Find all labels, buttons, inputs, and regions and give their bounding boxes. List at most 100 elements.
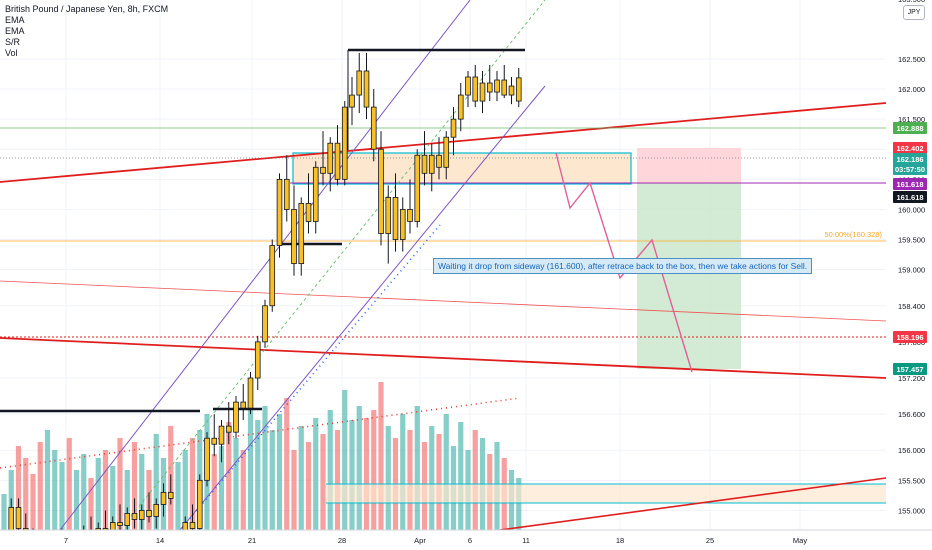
volume-bar bbox=[298, 426, 304, 530]
candle-body bbox=[457, 94, 464, 120]
indicator-ema-1[interactable]: EMA bbox=[5, 15, 25, 25]
volume-bar bbox=[73, 470, 80, 530]
currency-badge[interactable]: JPY bbox=[903, 5, 925, 20]
y-tick-label: 159.000 bbox=[898, 266, 925, 275]
price-label-text: 162.186 bbox=[896, 155, 923, 164]
volume-bar bbox=[320, 434, 326, 530]
time-axis[interactable]: 7 14 21 28 Apr 6 11 18 25 May bbox=[0, 529, 932, 550]
volume-bar bbox=[226, 422, 232, 530]
x-tick-label: 11 bbox=[522, 536, 530, 545]
y-tick-label: 160.000 bbox=[898, 205, 925, 214]
candle-body bbox=[211, 437, 218, 445]
price-axis-bg bbox=[886, 0, 932, 530]
demand-zone bbox=[326, 484, 886, 503]
price-label-text: 157.457 bbox=[896, 365, 923, 374]
volume-bar bbox=[95, 458, 101, 530]
candle-body bbox=[283, 178, 290, 210]
volume-bar bbox=[472, 430, 478, 530]
candle-body bbox=[356, 70, 363, 96]
volume-bar bbox=[255, 420, 261, 530]
indicator-vol[interactable]: Vol bbox=[5, 48, 18, 58]
candle-body bbox=[349, 94, 355, 108]
candle-body bbox=[153, 504, 160, 517]
candle-body bbox=[269, 245, 276, 307]
candle-body bbox=[392, 196, 399, 240]
candle-body bbox=[378, 148, 384, 234]
time-axis-bg bbox=[0, 530, 932, 550]
symbol-title[interactable]: British Pound / Japanese Yen, 8h, FXCM bbox=[5, 4, 169, 14]
volume-bar bbox=[443, 414, 449, 530]
candle-body bbox=[189, 522, 196, 529]
candle-body bbox=[385, 196, 392, 234]
price-label-box bbox=[893, 178, 927, 190]
price-label-text: 162.888 bbox=[896, 124, 923, 133]
candle-body bbox=[262, 305, 268, 343]
candle-body bbox=[247, 377, 254, 409]
volume-bar bbox=[59, 462, 65, 530]
volume-bar bbox=[247, 410, 254, 530]
price-label-box bbox=[893, 331, 927, 343]
volume-bar bbox=[189, 438, 196, 530]
volume-bar bbox=[284, 398, 290, 530]
y-tick-label: 156.000 bbox=[898, 446, 925, 455]
volume-bar bbox=[218, 446, 225, 530]
volume-bar bbox=[516, 478, 522, 530]
candle-body bbox=[501, 79, 508, 96]
volume-bar bbox=[44, 430, 51, 530]
price-label-box bbox=[893, 142, 927, 154]
indicator-ema-2[interactable]: EMA bbox=[5, 26, 25, 36]
x-tick-label: 21 bbox=[248, 536, 256, 545]
price-label-text: 162.402 bbox=[896, 144, 923, 153]
price-label-box bbox=[893, 363, 927, 375]
candle-body bbox=[167, 491, 174, 499]
candle-body bbox=[225, 425, 232, 433]
candle-body bbox=[138, 510, 145, 520]
volume-bar bbox=[66, 438, 72, 530]
volume-bar bbox=[356, 406, 362, 530]
volume-bar bbox=[378, 382, 384, 530]
candle-body bbox=[436, 154, 442, 168]
volume-bar bbox=[15, 446, 22, 530]
price-label-text: 161.618 bbox=[896, 193, 923, 202]
fib-label: 50.00%(160.328) bbox=[824, 230, 882, 239]
rising-red-line bbox=[499, 477, 887, 531]
x-tick-label: 18 bbox=[616, 536, 624, 545]
volume-bar bbox=[276, 414, 283, 530]
volume-bar bbox=[52, 450, 58, 530]
candle-body bbox=[124, 513, 131, 526]
volume-bar bbox=[153, 434, 159, 530]
candle-body bbox=[160, 491, 167, 505]
y-tick-label: 161.500 bbox=[898, 115, 925, 124]
candle-body bbox=[204, 437, 210, 481]
candle-body bbox=[465, 76, 471, 96]
volume-bar bbox=[81, 454, 87, 530]
volume-bar bbox=[131, 442, 138, 530]
indicator-sr[interactable]: S/R bbox=[5, 37, 21, 47]
y-tick-label: 157.200 bbox=[898, 374, 925, 383]
x-tick-label: 14 bbox=[156, 536, 164, 545]
take-profit-zone bbox=[637, 183, 741, 369]
x-tick-label: 25 bbox=[706, 536, 714, 545]
volume-bar bbox=[371, 410, 377, 530]
thin-red-line bbox=[0, 280, 887, 322]
volume-bar bbox=[436, 434, 442, 530]
candle-body bbox=[320, 166, 326, 174]
x-tick-label: May bbox=[793, 536, 807, 545]
volume-bar bbox=[349, 420, 355, 530]
candle-body bbox=[117, 522, 123, 526]
candle-body bbox=[327, 142, 334, 174]
candle-body bbox=[131, 513, 138, 520]
volume-bar bbox=[117, 438, 123, 530]
volume-bar bbox=[342, 390, 348, 530]
candle-body bbox=[486, 82, 493, 93]
price-axis[interactable]: 154.100154.550155.000155.500156.000156.6… bbox=[886, 0, 932, 550]
volume-bar bbox=[334, 430, 341, 530]
volume-bar bbox=[23, 458, 29, 530]
candle-body bbox=[276, 178, 283, 246]
volume-bar bbox=[305, 442, 312, 530]
volume-bar bbox=[175, 462, 181, 530]
volume-bar bbox=[313, 418, 319, 530]
candle-body bbox=[407, 209, 413, 222]
lower-red-trendline bbox=[0, 337, 887, 379]
